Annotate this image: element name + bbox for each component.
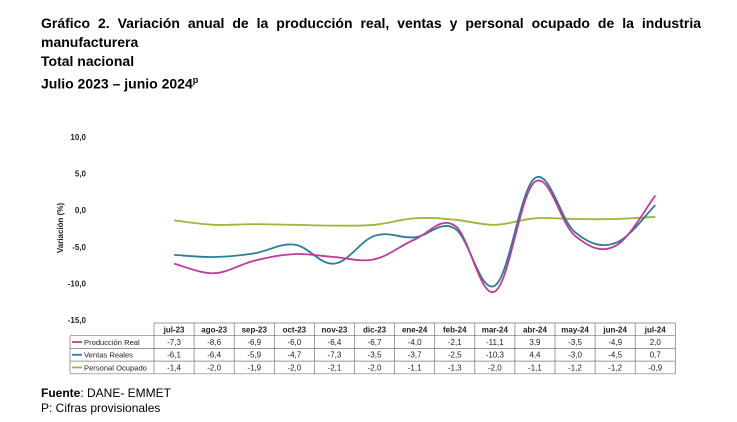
x-tick-label: jul-23 (163, 326, 185, 335)
x-tick-label: nov-23 (322, 326, 348, 335)
data-label: -2,1 (328, 363, 342, 372)
data-label: -7,3 (328, 351, 342, 360)
data-label: -1,1 (528, 363, 542, 372)
chart-period-text: Julio 2023 – junio 2024 (41, 75, 193, 92)
series-line-personal-ocupado (174, 215, 656, 227)
source-line: Fuente: DANE- EMMET (41, 386, 171, 401)
data-label: -4,5 (608, 351, 622, 360)
chart-title: Gráfico 2. Variación anual de la producc… (41, 15, 701, 50)
data-label: -1,3 (448, 363, 462, 372)
source-note: P: Cifras provisionales (41, 401, 161, 415)
data-label: -5,9 (247, 351, 261, 360)
data-label: -1,2 (568, 363, 582, 372)
x-tick-label: jul-24 (644, 326, 666, 335)
data-label: -4,7 (287, 351, 301, 360)
data-label: -1,1 (408, 363, 422, 372)
data-label: -3,5 (368, 351, 382, 360)
data-label: -6,4 (207, 351, 221, 360)
x-tick-label: sep-23 (242, 326, 268, 335)
data-label: -1,9 (247, 363, 261, 372)
y-axis-label: Variación (%) (56, 203, 65, 254)
data-label: -2,1 (448, 338, 462, 347)
chart-title-block: Gráfico 2. Variación anual de la producc… (41, 14, 701, 94)
data-label: -6,0 (287, 338, 301, 347)
data-label: -3,7 (408, 351, 422, 360)
data-label: -6,1 (167, 351, 181, 360)
data-label: -2,0 (488, 363, 502, 372)
x-tick-label: abr-24 (523, 326, 548, 335)
legend-label: Ventas Reales (84, 351, 133, 360)
data-label: -3,0 (568, 351, 582, 360)
x-tick-label: dic-23 (363, 326, 387, 335)
legend-label: Producción Real (84, 338, 140, 347)
chart-period-sup: p (192, 75, 199, 85)
data-label: -8,6 (207, 338, 221, 347)
data-label: -4,0 (408, 338, 422, 347)
x-tick-label: ene-24 (402, 326, 428, 335)
chart-period: Julio 2023 – junio 2024p (41, 71, 701, 94)
data-label: -6,7 (368, 338, 382, 347)
data-label: -3,5 (568, 338, 582, 347)
source-text: : DANE- EMMET (80, 386, 172, 400)
data-label: -6,9 (247, 338, 261, 347)
data-label: -7,3 (167, 338, 181, 347)
data-label: -2,0 (287, 363, 301, 372)
y-tick-label: 0,0 (75, 206, 87, 215)
data-label: -10,3 (486, 351, 505, 360)
data-label: -2,0 (207, 363, 221, 372)
y-tick-label: 10,0 (70, 133, 86, 142)
source-block: Fuente: DANE- EMMET P: Cifras provisiona… (41, 386, 171, 416)
legend-label: Personal Ocupado (84, 363, 147, 372)
x-tick-label: ago-23 (201, 326, 227, 335)
y-tick-label: -15,0 (68, 316, 87, 325)
series-line-produccion-real (173, 179, 657, 293)
source-label: Fuente (41, 386, 81, 400)
data-label: -1,4 (167, 363, 181, 372)
data-label: -0,9 (648, 363, 662, 372)
data-label: 2,0 (650, 338, 662, 347)
data-label: 4,4 (529, 351, 541, 360)
series-line-ventas-reales (174, 175, 656, 288)
data-label: -2,0 (368, 363, 382, 372)
x-tick-label: mar-24 (482, 326, 509, 335)
data-label: -11,1 (486, 338, 504, 347)
y-tick-label: -10,0 (68, 279, 87, 288)
data-label: -2,5 (448, 351, 462, 360)
data-label: -1,2 (608, 363, 622, 372)
y-tick-label: -5,0 (72, 243, 86, 252)
x-tick-label: may-24 (561, 326, 589, 335)
chart-subtitle: Total nacional (41, 53, 135, 69)
y-tick-label: 5,0 (75, 170, 87, 179)
x-tick-label: feb-24 (443, 326, 467, 335)
data-label: 3,9 (529, 338, 541, 347)
data-label: -6,4 (328, 338, 342, 347)
x-tick-label: oct-23 (283, 326, 307, 335)
data-label: 0,7 (650, 351, 662, 360)
data-label: -4,9 (608, 338, 622, 347)
x-tick-label: jun-24 (602, 326, 627, 335)
